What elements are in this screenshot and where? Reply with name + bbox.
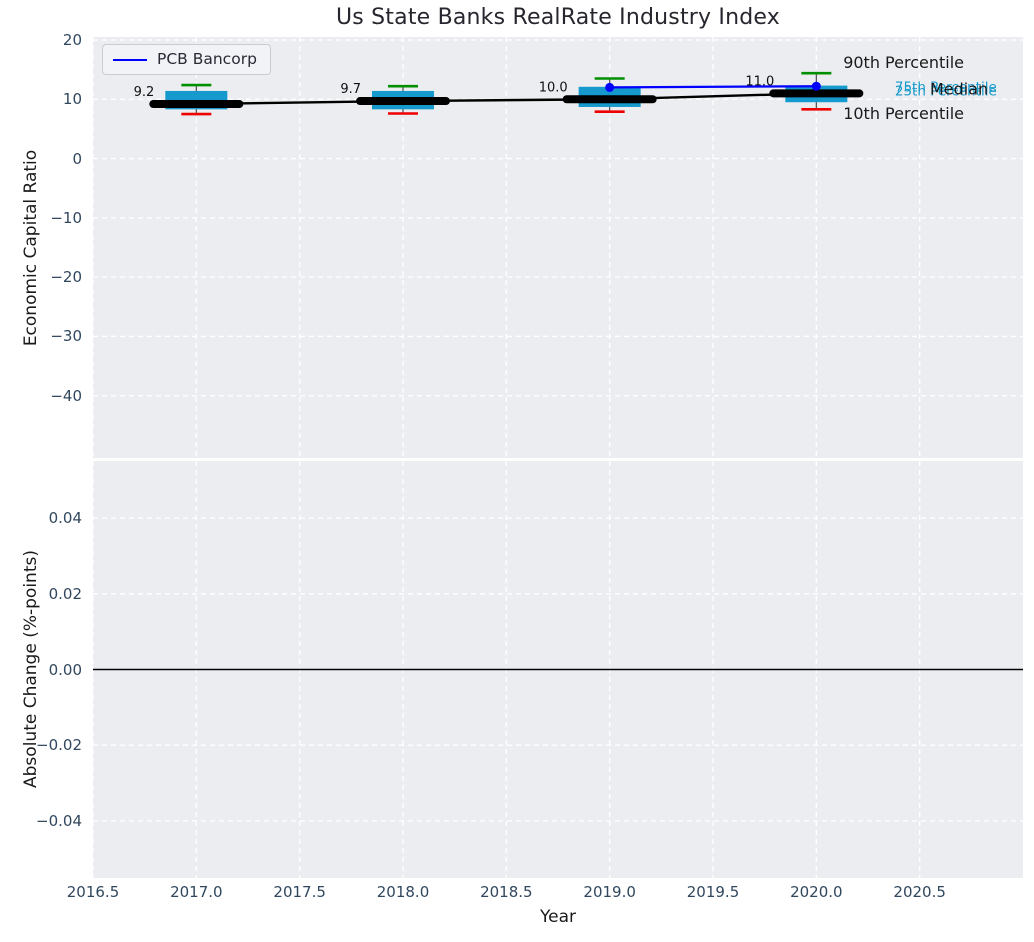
x-tick-label: 2018.5 (480, 883, 533, 901)
y-tick-label: 0 (72, 149, 82, 168)
x-tick-label: 2018.0 (376, 883, 430, 901)
x-tick-label: 2020.0 (790, 883, 843, 901)
y-tick-label: −0.02 (36, 736, 82, 755)
bottom-y-tick-labels: 0.04 0.02 0.00 −0.02 −0.04 (0, 461, 86, 878)
bottom-axes-canvas (92, 461, 1023, 878)
x-axis-label: Year (540, 907, 576, 927)
annotation-75th-percentile: 75th Percentile (895, 79, 997, 95)
legend-line-sample (113, 58, 147, 61)
x-tick-label: 2019.5 (686, 883, 740, 901)
x-tick-label: 2017.5 (273, 883, 326, 901)
annotation-median: Median (930, 79, 988, 98)
chart-title: Us State Banks RealRate Industry Index (335, 5, 780, 30)
median-value-label: 9.7 (340, 82, 361, 97)
x-tick-labels: 2016.5 2017.0 2017.5 2018.0 2018.5 2019.0 2019… (67, 883, 1023, 905)
y-tick-label: −20 (50, 268, 82, 287)
median-value-label: 9.2 (134, 85, 155, 100)
y-tick-label: −40 (50, 386, 82, 405)
y-tick-label: −0.04 (36, 811, 82, 830)
pcb-bancorp-dot (811, 81, 821, 91)
y-tick-label: −30 (50, 327, 82, 346)
median-value-label: 10.0 (539, 80, 568, 95)
x-tick-label: 2016.5 (66, 883, 120, 901)
y-tick-label: 20 (62, 30, 82, 49)
x-tick-label: 2017.0 (170, 883, 223, 901)
annotation-10th-percentile: 10th Percentile (843, 104, 964, 123)
y-tick-label: 10 (62, 90, 82, 109)
median-trend-line (196, 92, 817, 106)
legend-label: PCB Bancorp (157, 50, 257, 68)
y-tick-label: 0.02 (48, 584, 82, 603)
y-tick-label: 0.04 (48, 509, 82, 528)
bottom-axes (92, 461, 1023, 878)
annotation-90th-percentile: 90th Percentile (843, 53, 964, 72)
y-tick-label: 0.00 (48, 660, 82, 679)
legend: PCB Bancorp (102, 44, 271, 75)
pcb-bancorp-dot (605, 82, 615, 92)
pcb-bancorp-line (609, 85, 817, 89)
x-tick-label: 2020.5 (893, 883, 946, 901)
y-tick-label: −10 (50, 208, 82, 227)
annotation-25th-percentile: 25th Percentile (895, 84, 997, 100)
x-tick-label: 2019.0 (583, 883, 636, 901)
top-y-tick-labels: 20 10 0 −10 −20 −30 −40 (0, 31, 86, 458)
top-axes: 9.2 9.7 10.0 11.0 90th Percentile 75th Percen… (92, 37, 1023, 458)
